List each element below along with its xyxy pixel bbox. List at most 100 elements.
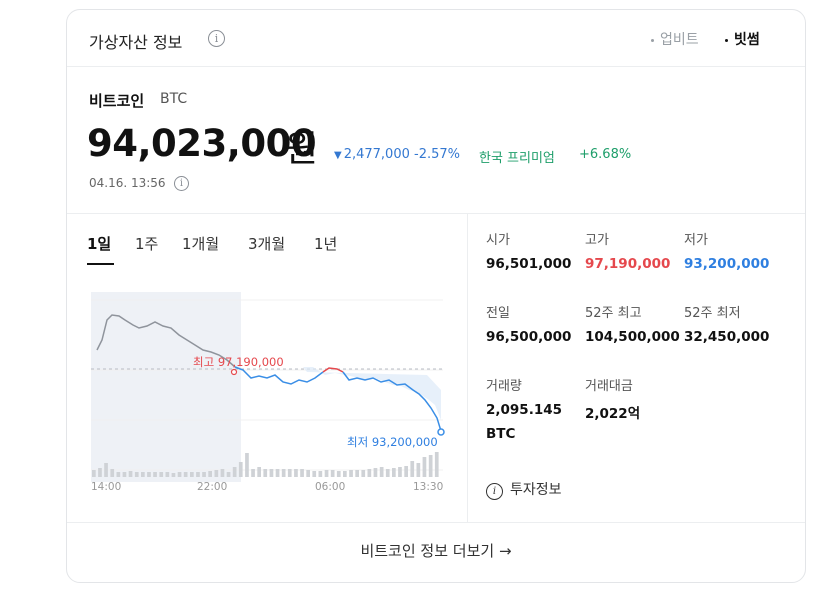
volume-bar: [147, 472, 151, 477]
volume-bar: [263, 469, 268, 477]
active-tab-indicator: [87, 263, 114, 265]
volume-bar: [165, 472, 170, 477]
volume-bar: [404, 466, 408, 477]
x-tick: 22:00: [197, 481, 227, 493]
volume-bar: [434, 452, 439, 477]
volume-bar: [245, 453, 249, 477]
price-chart[interactable]: 최고 97,190,000 최저 93,200,000 14:00 22:00 …: [67, 280, 467, 500]
stat-52w-low: 52주 최저 32,450,000: [684, 306, 770, 345]
volume-bar: [312, 471, 317, 477]
volume-bar: [392, 468, 396, 477]
volume-bar: [367, 469, 372, 477]
volume-bar: [281, 469, 286, 477]
timestamp: 04.16. 13:56: [89, 176, 166, 190]
volume-bar: [300, 469, 304, 477]
divider-vertical: [467, 214, 468, 522]
card-title: 가상자산 정보: [89, 33, 183, 52]
card-header: 가상자산 정보 i 업비트 빗썸: [67, 10, 805, 67]
stat-low: 저가 93,200,000: [684, 233, 770, 272]
volume-bar: [214, 470, 219, 477]
tab-3month[interactable]: 3개월: [248, 235, 286, 253]
stat-52w-high: 52주 최고 104,500,000: [585, 306, 680, 345]
shaded-region: [91, 292, 241, 482]
coin-name: 비트코인: [89, 92, 145, 110]
tab-1day[interactable]: 1일: [87, 235, 112, 253]
price-line-peak: [322, 367, 344, 373]
source-bithumb-tab[interactable]: 빗썸: [725, 29, 760, 49]
volume-bar: [294, 469, 298, 477]
volume-bar: [134, 472, 139, 477]
volume-bar: [275, 469, 280, 477]
stat-trade-amount: 거래대금 2,022억: [585, 379, 641, 422]
x-tick: 14:00: [91, 481, 121, 493]
volume-bar: [361, 470, 366, 477]
volume-bar: [385, 469, 390, 477]
area-fill: [303, 367, 441, 420]
volume-bar: [398, 467, 402, 477]
volume-bar: [128, 471, 133, 477]
volume-bar: [257, 467, 261, 477]
crypto-info-card: 가상자산 정보 i 업비트 빗썸 비트코인 BTC 94,023,000 원 ▼…: [66, 9, 806, 583]
divider: [67, 522, 805, 523]
more-info-link[interactable]: 비트코인 정보 더보기 →: [360, 542, 512, 560]
volume-bar: [318, 471, 323, 477]
info-icon[interactable]: i: [208, 30, 225, 47]
volume-bar: [92, 470, 96, 477]
volume-bar: [343, 471, 347, 477]
volume-bars: [92, 452, 439, 477]
tab-1month[interactable]: 1개월: [182, 235, 220, 253]
volume-bar: [141, 472, 145, 477]
volume-bar: [287, 469, 292, 477]
info-circle-icon: i: [486, 483, 503, 500]
volume-bar: [122, 472, 127, 477]
price-line: [234, 366, 324, 385]
stat-open: 시가 96,501,000: [486, 233, 572, 272]
down-triangle-icon: ▼: [334, 150, 342, 161]
high-annotation: 최고 97,190,000: [193, 355, 284, 369]
divider: [67, 213, 805, 214]
volume-bar: [251, 469, 255, 477]
volume-bar: [428, 455, 433, 477]
volume-bar: [232, 467, 237, 477]
stat-volume: 거래량 2,095.145 BTC: [486, 379, 563, 442]
volume-bar: [116, 472, 121, 477]
high-marker: [230, 368, 238, 376]
stat-prev-close: 전일 96,500,000: [486, 306, 572, 345]
volume-bar: [306, 470, 310, 477]
volume-bar: [159, 472, 164, 477]
timestamp-info-icon[interactable]: i: [174, 176, 189, 191]
volume-bar: [410, 461, 415, 477]
premium-label: 한국 프리미엄: [479, 151, 555, 166]
volume-bar: [416, 463, 421, 477]
volume-bar: [110, 469, 115, 477]
volume-bar: [349, 470, 353, 477]
price-line-past: [96, 314, 236, 368]
premium-value: +6.68%: [579, 147, 632, 162]
tab-1week[interactable]: 1주: [135, 235, 159, 253]
volume-bar: [355, 470, 359, 477]
volume-bar: [98, 468, 102, 477]
volume-bar: [177, 472, 182, 477]
stat-high: 고가 97,190,000: [585, 233, 671, 272]
volume-bar: [422, 457, 427, 477]
x-tick: 06:00: [315, 481, 345, 493]
volume-bar: [373, 468, 378, 477]
volume-bar: [336, 471, 341, 477]
volume-bar: [324, 470, 329, 477]
volume-bar: [202, 472, 206, 477]
invest-info-link[interactable]: i 투자정보: [486, 479, 562, 500]
price-unit: 원: [285, 129, 319, 170]
tab-1year[interactable]: 1년: [314, 235, 338, 253]
price-line: [342, 371, 442, 432]
low-annotation: 최저 93,200,000: [347, 435, 438, 449]
low-marker: [437, 428, 445, 436]
current-price: 94,023,000: [87, 122, 317, 165]
arrow-right-icon: →: [498, 542, 512, 560]
volume-bar: [379, 467, 384, 477]
volume-bar: [226, 472, 231, 477]
x-tick: 13:30: [413, 481, 443, 493]
volume-bar: [220, 469, 225, 477]
price-change: ▼ 2,477,000 -2.57%: [334, 147, 460, 162]
volume-bar: [171, 473, 176, 477]
source-upbit-tab[interactable]: 업비트: [651, 29, 699, 49]
